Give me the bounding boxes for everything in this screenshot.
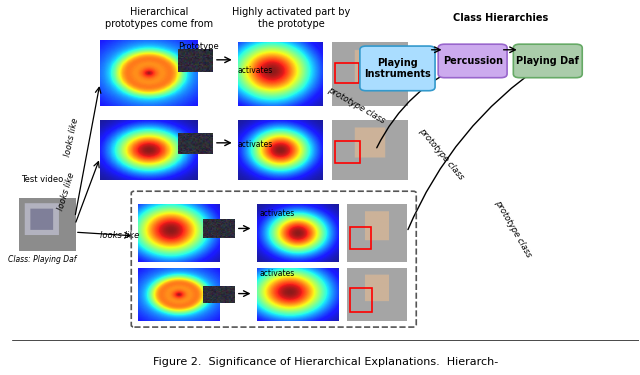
Text: Percussion: Percussion [443, 56, 502, 66]
Text: activates: activates [260, 209, 295, 218]
FancyBboxPatch shape [513, 44, 582, 78]
Text: activates: activates [237, 140, 273, 149]
Text: Class Hierarchies: Class Hierarchies [453, 13, 548, 23]
Text: Playing Daf: Playing Daf [516, 56, 579, 66]
Text: Playing
Instruments: Playing Instruments [364, 58, 431, 79]
Text: Highly activated part by
the prototype: Highly activated part by the prototype [232, 8, 350, 29]
Text: looks like: looks like [63, 117, 80, 158]
Text: Figure 2.  Significance of Hierarchical Explanations.  Hierarch-: Figure 2. Significance of Hierarchical E… [153, 357, 498, 368]
Bar [335, 141, 360, 163]
Bar [351, 226, 371, 249]
Bar [335, 63, 358, 83]
Bar [351, 288, 372, 312]
Text: Test video: Test video [20, 175, 63, 184]
Text: looks like: looks like [100, 231, 140, 240]
FancyBboxPatch shape [438, 44, 507, 78]
Text: prototype class: prototype class [417, 126, 465, 182]
FancyBboxPatch shape [360, 46, 435, 91]
Text: activates: activates [260, 268, 295, 278]
Text: looks like: looks like [57, 171, 77, 211]
Text: Class: Playing Daf: Class: Playing Daf [8, 255, 76, 264]
Text: Hierarchical
prototypes come from: Hierarchical prototypes come from [106, 8, 214, 29]
Text: Prototype: Prototype [179, 42, 219, 51]
Text: activates: activates [237, 66, 273, 75]
Text: prototype class: prototype class [326, 86, 387, 126]
Text: prototype class: prototype class [493, 198, 533, 259]
